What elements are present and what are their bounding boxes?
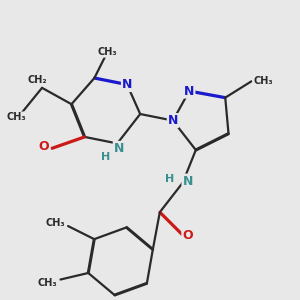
Text: N: N (122, 78, 132, 91)
Text: N: N (182, 175, 193, 188)
Text: O: O (182, 229, 193, 242)
Text: CH₃: CH₃ (45, 218, 65, 228)
Text: H: H (165, 174, 174, 184)
Text: CH₂: CH₂ (27, 75, 47, 85)
Text: CH₃: CH₃ (98, 47, 117, 57)
Text: CH₃: CH₃ (38, 278, 57, 288)
Text: N: N (114, 142, 124, 155)
Text: N: N (184, 85, 194, 98)
Text: CH₃: CH₃ (253, 76, 273, 86)
Text: H: H (101, 152, 110, 161)
Text: N: N (168, 114, 178, 127)
Text: O: O (38, 140, 49, 153)
Text: CH₃: CH₃ (6, 112, 26, 122)
